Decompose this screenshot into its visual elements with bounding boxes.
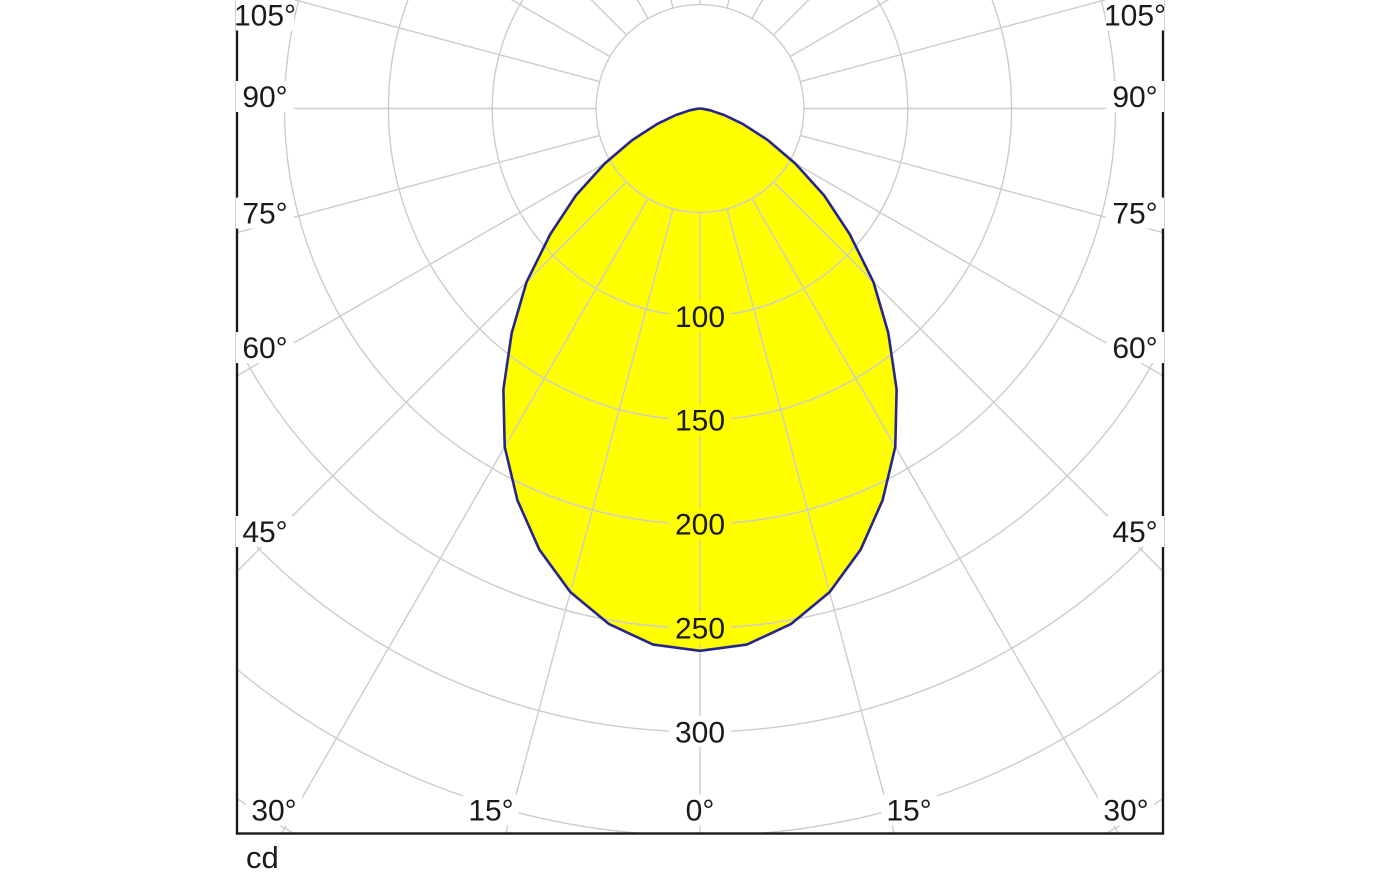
radial-tick-label-background <box>669 508 731 540</box>
angle-label-right-background <box>1106 81 1164 112</box>
grid-spoke <box>590 0 627 36</box>
grid-spoke <box>292 0 600 83</box>
angle-label-right-background <box>1106 0 1164 31</box>
angle-label-left: 105° <box>234 0 296 33</box>
angle-label-right-background <box>1106 197 1164 229</box>
angle-label-bottom: 30° <box>1103 795 1148 828</box>
angle-label-bottom-background <box>672 794 728 826</box>
grid-spoke <box>789 159 1163 377</box>
grid-spoke <box>237 159 611 377</box>
radial-tick-label: 100 <box>675 301 725 334</box>
angle-label-right: 90° <box>1112 81 1157 114</box>
angle-label-left-background <box>236 516 294 547</box>
angle-label-left-background <box>236 332 294 364</box>
angle-label-right: 75° <box>1112 198 1157 231</box>
angle-label-bottom: 30° <box>251 795 296 828</box>
angle-label-bottom: 15° <box>886 795 931 828</box>
angle-label-left-background <box>236 197 294 229</box>
unit-label-cd: cd <box>246 840 279 875</box>
angle-label-right-background <box>1106 516 1164 547</box>
angle-label-right: 60° <box>1112 332 1157 365</box>
grid-spoke <box>237 134 600 234</box>
angle-label-left-background <box>236 0 294 31</box>
radial-tick-label: 150 <box>675 405 725 438</box>
radial-tick-label: 250 <box>675 612 725 645</box>
radial-tick-label: 300 <box>675 716 725 749</box>
radial-tick-label-background <box>669 404 731 436</box>
angle-label-right: 105° <box>1104 0 1166 33</box>
angle-label-left: 75° <box>242 198 287 231</box>
radial-tick-label-background <box>669 300 731 332</box>
angle-label-bottom: 0° <box>686 795 715 828</box>
intensity-curve-outline <box>502 107 898 653</box>
angle-label-bottom-background <box>1098 794 1154 826</box>
radial-tick-label: 200 <box>675 509 725 542</box>
plot-border <box>235 0 1165 835</box>
angle-label-bottom-background <box>881 794 937 826</box>
angle-label-left: 90° <box>242 81 287 114</box>
angle-label-left: 45° <box>242 516 287 549</box>
angle-label-bottom: 15° <box>468 795 513 828</box>
grid-spoke <box>726 208 896 834</box>
angle-label-left: 60° <box>242 332 287 365</box>
angle-label-bottom-background <box>463 794 519 826</box>
grid-spoke <box>800 134 1163 234</box>
grid-spoke <box>800 0 1108 83</box>
grid-spoke <box>773 0 810 36</box>
radial-tick-label-background <box>669 612 731 644</box>
grid-spoke <box>504 208 674 834</box>
radial-tick-label-background <box>669 716 731 748</box>
angle-label-right: 45° <box>1112 516 1157 549</box>
angle-label-right-background <box>1106 332 1164 364</box>
angle-label-bottom-background <box>246 794 302 826</box>
angle-label-left-background <box>236 81 294 112</box>
